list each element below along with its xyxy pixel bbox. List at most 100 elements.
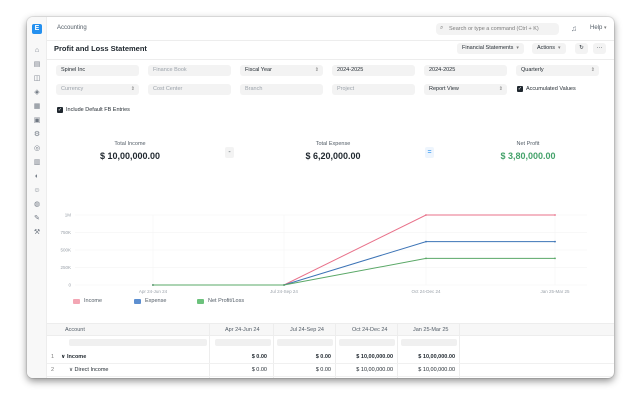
column-divider	[397, 323, 398, 378]
search-icon: ⌕	[440, 25, 444, 31]
header-divider	[47, 59, 614, 60]
column-header-account[interactable]: Account	[65, 327, 85, 333]
sidebar-projects-icon[interactable]: ▥	[33, 159, 41, 166]
account-cell[interactable]: ∨ Direct Income	[69, 367, 109, 373]
branch-filter[interactable]: Branch	[240, 84, 323, 95]
x-tick-label: Jan 25-Mar 25	[540, 289, 570, 294]
data-point	[425, 257, 427, 260]
sidebar-stock-icon[interactable]: ▦	[33, 103, 41, 110]
sidebar-website-icon[interactable]: ◍	[33, 201, 41, 208]
financial-statements-button[interactable]: Financial Statements ▾	[457, 43, 524, 54]
accumulated-values-label: Accumulated Values	[526, 86, 576, 92]
data-point	[283, 284, 285, 286]
from-fiscal-year-filter[interactable]: 2024-2025	[332, 65, 415, 76]
sidebar-home-icon[interactable]: ⌂	[34, 47, 40, 54]
sidebar: E ⌂ ▤ ◫ ◈ ▦ ▣ ⚙ ◎ ▥ ◐ ☺ ◍ ✎ ⚒	[27, 17, 47, 378]
data-point	[554, 214, 556, 216]
refresh-button[interactable]: ↻	[575, 43, 588, 54]
legend-expense[interactable]: Expense	[134, 298, 166, 304]
column-header-q4[interactable]: Jan 25-Mar 25	[413, 327, 449, 333]
y-tick-label: 250K	[60, 265, 71, 270]
branch-placeholder: Branch	[245, 86, 263, 92]
sidebar-support-icon[interactable]: ◐	[34, 173, 40, 180]
sidebar-assets-icon[interactable]: ▣	[33, 117, 41, 124]
accumulated-values-checkbox[interactable]: ✓ Accumulated Values	[517, 86, 576, 92]
column-header-q3[interactable]: Oct 24-Dec 24	[352, 327, 388, 333]
project-filter[interactable]: Project	[332, 84, 415, 95]
periodicity-filter[interactable]: Quarterly ⇕	[516, 65, 599, 76]
account-filter-cell[interactable]	[69, 339, 207, 346]
table-row[interactable]: 1 ∨ Income $ 0.00 $ 0.00 $ 10,00,000.00 $ 10,…	[47, 351, 614, 364]
amount-cell: $ 10,00,000.00	[418, 367, 455, 373]
more-options-button[interactable]: ⋯	[593, 43, 606, 54]
period-type-filter[interactable]: Fiscal Year ⇕	[240, 65, 323, 76]
period-type-value: Fiscal Year	[245, 67, 272, 73]
search-placeholder: Search or type a command (Ctrl + K)	[449, 26, 539, 32]
actions-button[interactable]: Actions ▾	[532, 43, 566, 54]
from-fiscal-year-value: 2024-2025	[337, 67, 364, 73]
financial-statements-label: Financial Statements	[462, 45, 514, 51]
legend-net-profit[interactable]: Net Profit/Loss	[197, 298, 244, 304]
checkmark-icon: ✓	[517, 86, 523, 92]
y-tick-label: 0	[68, 283, 71, 288]
y-tick-label: 1M	[65, 213, 72, 218]
column-header-q2[interactable]: Jul 24-Sep 24	[290, 327, 324, 333]
app-logo-icon[interactable]: E	[32, 24, 42, 34]
amount-cell: $ 0.00	[315, 367, 331, 373]
cost-center-filter[interactable]: Cost Center	[148, 84, 231, 95]
column-divider	[273, 323, 274, 378]
table-filter-row	[47, 337, 614, 348]
chevron-down-icon: ▾	[516, 45, 519, 51]
sidebar-users-icon[interactable]: ☺	[33, 187, 41, 194]
net-profit-label: Net Profit	[516, 141, 540, 147]
include-default-fb-label: Include Default FB Entries	[66, 107, 130, 113]
row-number: 1	[51, 354, 55, 360]
to-fiscal-year-filter[interactable]: 2024-2025	[424, 65, 507, 76]
checkmark-icon: ✓	[57, 107, 63, 113]
finance-book-filter[interactable]: Finance Book	[148, 65, 231, 76]
row-number: 2	[51, 367, 55, 373]
table-header: Account Apr 24-Jun 24 Jul 24-Sep 24 Oct …	[47, 323, 614, 336]
report-view-value: Report View	[429, 86, 459, 92]
sidebar-manufacturing-icon[interactable]: ⚙	[33, 131, 41, 138]
periodicity-value: Quarterly	[521, 67, 544, 73]
sidebar-tools-icon[interactable]: ✎	[34, 215, 40, 222]
include-default-fb-checkbox[interactable]: ✓ Include Default FB Entries	[57, 107, 130, 113]
x-tick-label: Jul 24-Sep 24	[270, 289, 298, 294]
legend-expense-label: Expense	[145, 298, 167, 304]
q4-filter-cell[interactable]	[401, 339, 457, 346]
account-cell[interactable]: ∨ Income	[61, 354, 87, 360]
q2-filter-cell[interactable]	[277, 339, 333, 346]
total-income-label: Total Income	[114, 141, 146, 147]
legend-income[interactable]: Income	[73, 298, 102, 304]
search-input[interactable]: ⌕ Search or type a command (Ctrl + K)	[436, 23, 559, 35]
q3-filter-cell[interactable]	[339, 339, 395, 346]
help-menu[interactable]: Help ▾	[590, 25, 607, 31]
column-header-q1[interactable]: Apr 24-Jun 24	[225, 327, 260, 333]
table-row[interactable]: 3Sales$ 0.00$ 0.00$ 10,00,000.00$ 10,00,…	[47, 377, 614, 378]
table-row[interactable]: 2 ∨ Direct Income $ 0.00 $ 0.00 $ 10,00,000.…	[47, 364, 614, 377]
chevron-down-icon: ▾	[604, 25, 607, 31]
company-filter[interactable]: Spinel Inc	[56, 65, 139, 76]
sidebar-quality-icon[interactable]: ◎	[33, 145, 41, 152]
amount-cell: $ 10,00,000.00	[356, 354, 393, 360]
x-tick-label: Oct 24-Dec 24	[411, 289, 441, 294]
notification-bell-icon[interactable]: ♫	[571, 24, 577, 33]
finance-book-placeholder: Finance Book	[153, 67, 187, 73]
sidebar-settings-icon[interactable]: ⚒	[33, 229, 41, 236]
currency-filter[interactable]: Currency ⇕	[56, 84, 139, 95]
x-tick-label: Apr 24-Jun 24	[139, 289, 168, 294]
sidebar-buying-icon[interactable]: ◫	[33, 75, 41, 82]
data-point	[554, 240, 556, 243]
page-title: Profit and Loss Statement	[54, 44, 147, 53]
q1-filter-cell[interactable]	[215, 339, 271, 346]
app-window: E ⌂ ▤ ◫ ◈ ▦ ▣ ⚙ ◎ ▥ ◐ ☺ ◍ ✎ ⚒ Accounting…	[27, 17, 614, 378]
sidebar-accounting-icon[interactable]: ▤	[33, 61, 41, 68]
report-view-filter[interactable]: Report View ⇕	[424, 84, 507, 95]
sidebar-selling-icon[interactable]: ◈	[34, 89, 40, 96]
data-point	[425, 240, 427, 243]
data-point	[425, 214, 427, 216]
legend-swatch-income	[73, 298, 80, 304]
data-point	[554, 257, 556, 260]
breadcrumb[interactable]: Accounting	[57, 25, 87, 31]
